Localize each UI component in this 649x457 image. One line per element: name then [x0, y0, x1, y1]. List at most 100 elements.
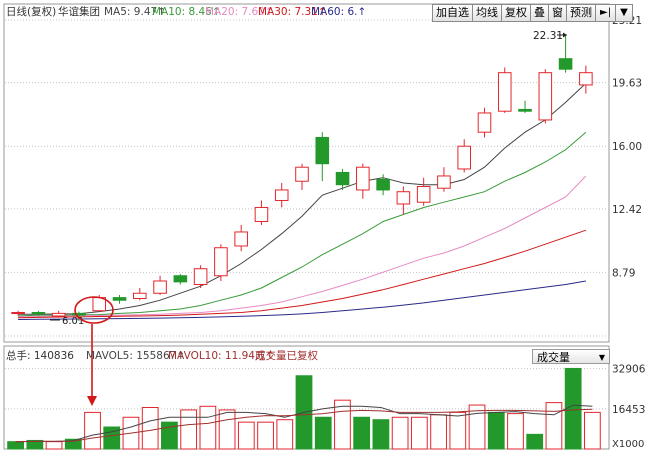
price-tick-label: 19.63 [612, 78, 642, 90]
volume-bar[interactable] [314, 416, 332, 450]
volume-bar[interactable] [64, 438, 82, 450]
volume-bar[interactable] [449, 411, 467, 450]
volume-bar[interactable] [526, 433, 544, 450]
candle-body[interactable] [153, 280, 167, 294]
volume-bar[interactable] [180, 409, 198, 450]
candle-body[interactable] [416, 185, 431, 203]
candlesticks[interactable] [11, 35, 593, 322]
candle-body[interactable] [315, 136, 330, 165]
candle-body[interactable] [214, 247, 228, 277]
forecast-button[interactable]: 预测 [566, 4, 596, 22]
volume-bar[interactable] [141, 407, 159, 450]
volume-bar[interactable] [391, 416, 409, 450]
volume-bar[interactable] [26, 439, 44, 450]
collapse-right-icon[interactable]: ►| [595, 4, 617, 22]
candle-body[interactable] [234, 231, 248, 247]
moving-average-lines [18, 82, 587, 320]
price-tick-label: 8.79 [612, 267, 635, 279]
volume-bar[interactable] [410, 416, 428, 450]
volume-bar[interactable] [584, 411, 601, 450]
volume-bar[interactable] [199, 405, 217, 450]
price-panel-frame [3, 3, 610, 343]
moving-average-button[interactable]: 均线 [472, 4, 502, 22]
ma5-legend: MA5: 9.47↑ [104, 6, 166, 18]
candle-body[interactable] [193, 268, 208, 285]
volume-bar[interactable] [257, 421, 274, 450]
candle-body[interactable] [335, 171, 350, 186]
volume-bar[interactable] [487, 411, 505, 450]
volume-total: 总手: 140836 [6, 349, 74, 362]
candle-body[interactable] [437, 175, 451, 189]
ma5-line [18, 82, 587, 315]
candle-body[interactable] [72, 312, 86, 316]
ma60-line [18, 280, 586, 320]
candle-body[interactable] [356, 166, 370, 191]
volume-bar[interactable] [372, 419, 390, 450]
mavol10-line [15, 408, 593, 443]
volume-bar[interactable] [545, 402, 563, 450]
ma30-line [18, 229, 587, 319]
volume-bar[interactable] [468, 404, 486, 450]
candle-body[interactable] [133, 292, 147, 299]
mavol5-legend: MAVOL5: 155867↑ [86, 350, 185, 362]
volume-indicator-value: 成交量 [537, 351, 570, 364]
candle-body[interactable] [295, 166, 309, 182]
ma60-legend: MA60: 6.↑ [311, 6, 366, 18]
volume-indicator-select[interactable]: 成交量 ▼ [532, 349, 610, 364]
candle-body[interactable] [558, 58, 573, 70]
volume-bar[interactable] [564, 367, 582, 450]
volume-bar[interactable] [84, 411, 101, 450]
volume-bar[interactable] [45, 441, 63, 450]
ma20-line [18, 175, 587, 318]
candle-body[interactable] [112, 297, 127, 301]
highlight-circle [74, 296, 114, 324]
candle-body[interactable] [31, 311, 46, 314]
chart-toolbar: 加自选 均线 复权 叠 窗 预测 ►| ▼ [432, 4, 633, 22]
mavol10-legend: MAVOL10: 11.94万↑ [168, 350, 274, 362]
price-adjust-button[interactable]: 复权 [501, 4, 531, 22]
candle-body[interactable] [173, 275, 188, 283]
candle-body[interactable] [538, 72, 553, 121]
low-price-label: 6.01 [62, 316, 84, 327]
candle-body[interactable] [477, 112, 492, 133]
volume-bar[interactable] [237, 421, 255, 450]
volume-bar[interactable] [334, 399, 351, 450]
highlight-arrow-head [87, 396, 97, 406]
volume-bar[interactable] [353, 416, 371, 450]
volume-axis-labels: 32906 16453 X1000 [612, 364, 646, 450]
volume-average-lines [15, 404, 593, 443]
candle-body[interactable] [457, 145, 471, 170]
volume-bar[interactable] [507, 413, 524, 450]
mavol5-line [15, 404, 593, 443]
ma30-legend: MA30: 7.31↑ [258, 6, 327, 18]
volume-adjusted-note: 成交量已复权 [255, 349, 318, 362]
dropdown-arrow-icon[interactable]: ▼ [615, 4, 633, 22]
volume-bar[interactable] [161, 421, 178, 450]
volume-bar[interactable] [7, 441, 24, 450]
high-price-arrowhead [563, 32, 567, 38]
ma20-legend: MA20: 7.60↑ [205, 6, 274, 18]
candle-body[interactable] [497, 72, 512, 112]
candle-body[interactable] [579, 72, 593, 86]
period-label: 日线(复权) [6, 5, 56, 18]
volume-bars[interactable] [7, 367, 601, 450]
candle-body[interactable] [51, 312, 66, 317]
candle-body[interactable] [518, 108, 532, 112]
volume-unit-label: X1000 [612, 439, 644, 450]
overlay-button[interactable]: 叠 [530, 4, 549, 22]
window-button[interactable]: 窗 [548, 4, 567, 22]
candle-body[interactable] [376, 178, 390, 191]
candle-body[interactable] [254, 206, 269, 222]
ma10-legend: MA10: 8.46↑ [152, 6, 221, 18]
candle-body[interactable] [11, 311, 25, 314]
volume-bar[interactable] [218, 409, 236, 450]
candle-body[interactable] [396, 191, 411, 205]
candle-body[interactable] [274, 189, 289, 201]
stock-name: 华谊集团 [58, 5, 100, 18]
volume-bar[interactable] [430, 414, 447, 450]
volume-bar[interactable] [276, 419, 294, 450]
add-to-watchlist-button[interactable]: 加自选 [432, 4, 473, 22]
